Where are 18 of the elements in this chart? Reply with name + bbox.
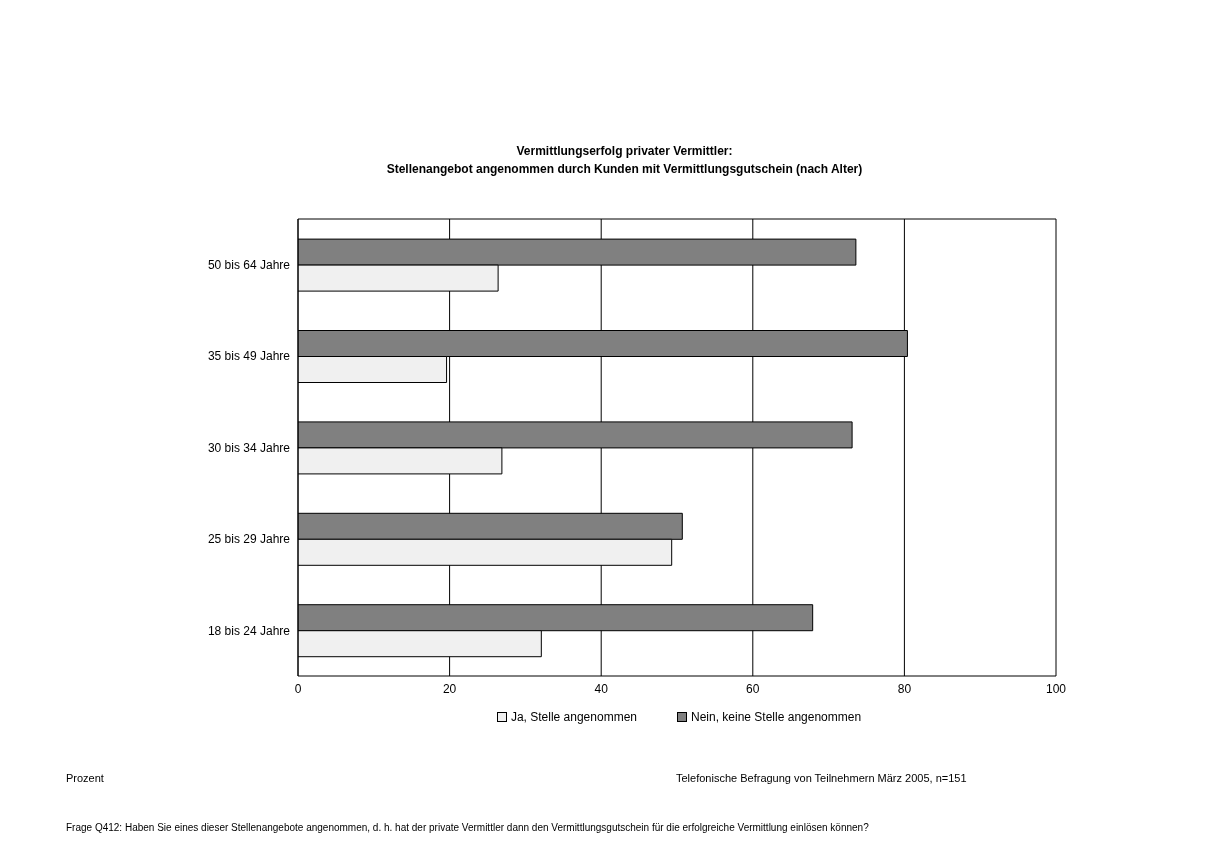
chart-title: Vermittlungserfolg privater Vermittler:	[515, 144, 734, 158]
chart-subtitle: Stellenangebot angenommen durch Kunden mit Vermittlungsgutschein (nach Alter)	[385, 162, 864, 176]
y-tick-label: 50 bis 64 Jahre	[207, 257, 291, 272]
y-tick-label: 25 bis 29 Jahre	[207, 532, 291, 547]
text: Prozent	[66, 772, 104, 784]
x-tick-label: 40	[594, 681, 609, 696]
y-tick-label: 30 bis 34 Jahre	[207, 440, 291, 455]
x-tick-label: 80	[897, 681, 912, 696]
x-tick-label: 100	[1045, 681, 1067, 696]
legend-label: Ja, Stelle angenommen	[509, 710, 637, 724]
y-tick-label: 18 bis 24 Jahre	[207, 623, 291, 638]
text: Frage Q412: Haben Sie eines dieser Stellenangebote angenommen, d. h. hat der private Vermittler dann den Vermittlungsgutschein für die erfolgreiche Vermittlung einlösen können?	[66, 822, 870, 833]
x-tick-label: 0	[294, 681, 302, 696]
y-tick-label: 35 bis 49 Jahre	[207, 349, 291, 364]
x-tick-label: 60	[746, 681, 760, 696]
legend-label: Nein, keine Stelle angenommen	[690, 710, 862, 724]
text: Telefonische Befragung von Teilnehmern März 2005, n=151	[676, 772, 967, 784]
x-tick-label: 20	[442, 681, 457, 696]
